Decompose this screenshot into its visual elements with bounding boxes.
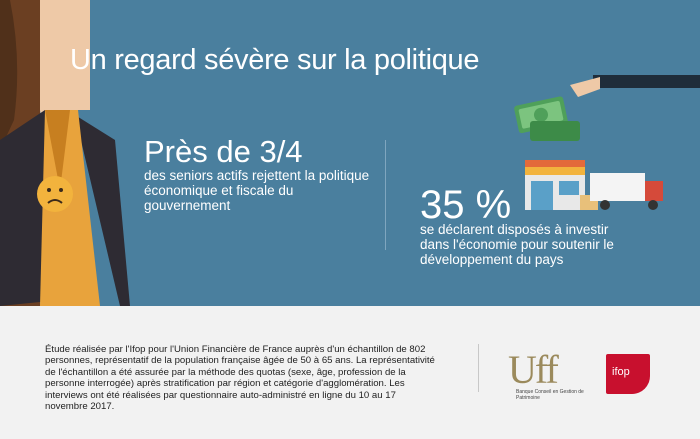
page-title: Un regard sévère sur la politique	[70, 44, 480, 76]
uff-logo: Uff Banque Conseil en Gestion de Patrimo…	[508, 346, 584, 404]
ifop-logo-text: ifop	[612, 366, 630, 378]
stat-invest-value: 35 %	[420, 183, 512, 227]
uff-tagline: Banque Conseil en Gestion de Patrimoine	[516, 389, 584, 401]
person-illustration	[0, 0, 130, 306]
sad-face-icon	[37, 176, 73, 212]
stat-invest-description: se déclarent disposés à investir dans l'…	[420, 222, 614, 267]
stat-seniors-description: des seniors actifs rejettent la politiqu…	[144, 168, 370, 213]
ifop-logo: ifop	[606, 354, 650, 394]
uff-logo-text: Uff	[508, 347, 559, 392]
shop-truck-icon	[525, 160, 663, 210]
money-hand-icon	[514, 75, 700, 141]
infographic-banner: Un regard sévère sur la politique Près d…	[0, 0, 700, 306]
stats-divider	[385, 140, 386, 250]
stat-seniors-value: Près de 3/4	[144, 134, 303, 169]
methodology-text: Étude réalisée par l'Ifop pour l'Union F…	[45, 344, 435, 413]
footer-divider	[478, 344, 479, 392]
methodology-footer: Étude réalisée par l'Ifop pour l'Union F…	[0, 306, 700, 439]
